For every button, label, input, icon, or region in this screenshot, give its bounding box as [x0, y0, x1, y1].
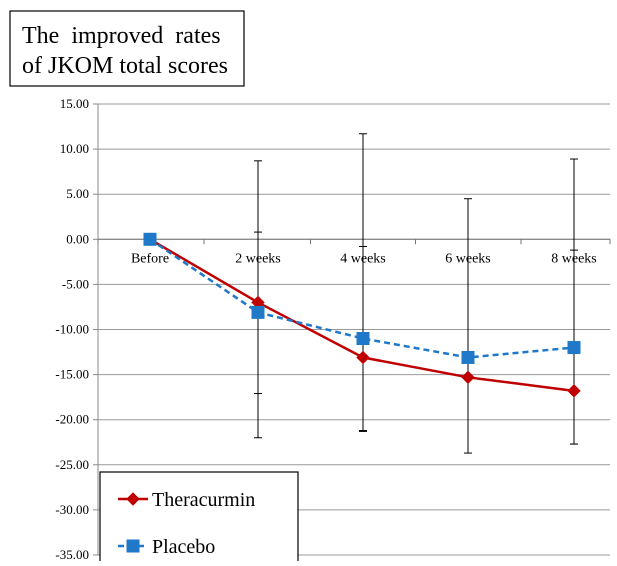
x-tick-label: Before	[131, 251, 169, 266]
legend-label-theracurmin: Theracurmin	[152, 489, 255, 511]
chart-title-group: The improved rates of JKOM total scores	[9, 10, 245, 87]
y-tick-label: 5.00	[66, 186, 89, 201]
y-tick-label: 15.00	[60, 96, 89, 111]
point-placebo-4	[567, 341, 581, 355]
y-tick-label: -25.00	[55, 457, 89, 472]
point-theracurmin-2	[356, 350, 370, 365]
y-tick-label: -10.00	[55, 322, 89, 337]
point-theracurmin-4	[567, 384, 581, 398]
y-tick-label: 10.00	[60, 141, 89, 156]
point-theracurmin-3	[461, 370, 475, 385]
legend-label-placebo: Placebo	[152, 536, 215, 558]
chart-title-box	[9, 10, 245, 87]
y-tick-label: -35.00	[55, 547, 89, 561]
series-markers	[143, 232, 581, 398]
y-tick-label: -5.00	[62, 276, 89, 291]
axes: 15.00 10.00 5.00 0.00 -5.00 -10.00 -15.00 -20.0…	[55, 96, 611, 562]
point-placebo-3	[461, 350, 475, 364]
error-bars	[254, 133, 578, 454]
y-tick-label: 0.00	[66, 231, 89, 246]
point-placebo-2	[356, 332, 370, 346]
legend-marker-placebo	[126, 539, 140, 553]
y-tick-label: -30.00	[55, 502, 89, 517]
legend: Theracurmin Placebo	[99, 471, 299, 565]
series-line-placebo	[149, 238, 575, 359]
point-placebo-1	[251, 305, 265, 319]
point-placebo-0	[143, 232, 157, 246]
chart-title-line-1: The improved rates	[22, 23, 221, 49]
legend-marker-theracurmin	[126, 492, 140, 506]
y-tick-label: -20.00	[55, 412, 89, 427]
chart-title-line-2: of JKOM total scores	[22, 53, 228, 79]
y-tick-label: -15.00	[55, 367, 89, 382]
